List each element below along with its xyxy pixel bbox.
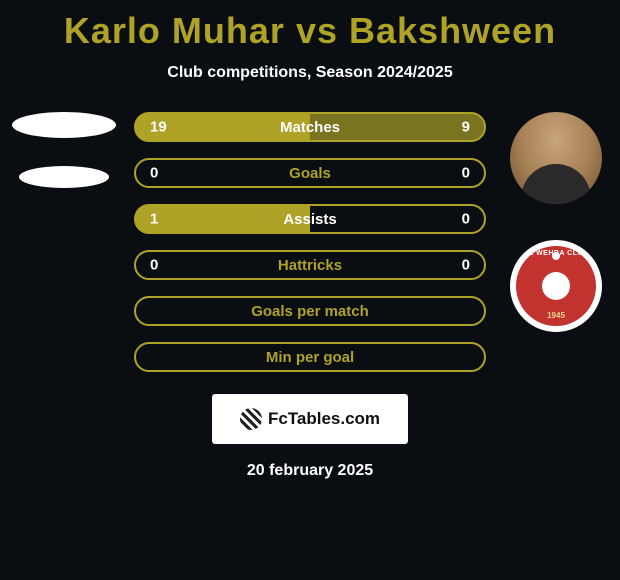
player1-name: Karlo Muhar [64, 10, 285, 51]
stat-matches-right: 9 [462, 119, 470, 136]
player2-avatar [510, 112, 602, 204]
stat-row-matches: 19 Matches 9 [134, 112, 486, 142]
stat-hattricks-right: 0 [462, 257, 470, 274]
stat-matches-label: Matches [280, 119, 340, 136]
player1-column [8, 112, 120, 188]
date-text: 20 february 2025 [0, 462, 620, 480]
club-name: AL WEHDA CLUB [516, 250, 596, 257]
footer-brand-text: FcTables.com [268, 409, 380, 429]
page-title: Karlo Muhar vs Bakshween [0, 0, 620, 52]
stat-min-per-goal-label: Min per goal [266, 349, 354, 366]
comparison-panel: AL WEHDA CLUB 1945 19 Matches 9 0 Goals 0 1 Ass… [0, 112, 620, 372]
player1-avatar-placeholder [12, 112, 116, 138]
stat-hattricks-label: Hattricks [278, 257, 342, 274]
stat-row-hattricks: 0 Hattricks 0 [134, 250, 486, 280]
football-icon [240, 408, 262, 430]
subtitle: Club competitions, Season 2024/2025 [0, 64, 620, 82]
stat-row-assists: 1 Assists 0 [134, 204, 486, 234]
footer-brand-badge: FcTables.com [212, 394, 408, 444]
player2-name: Bakshween [349, 10, 556, 51]
stat-goals-per-match-label: Goals per match [251, 303, 369, 320]
stat-goals-right: 0 [462, 165, 470, 182]
stats-list: 19 Matches 9 0 Goals 0 1 Assists 0 0 Hattricks 0 Goa… [134, 112, 486, 372]
player1-club-placeholder [19, 166, 109, 188]
player2-column: AL WEHDA CLUB 1945 [500, 112, 612, 332]
stat-assists-right: 0 [462, 211, 470, 228]
stat-row-goals: 0 Goals 0 [134, 158, 486, 188]
stat-hattricks-left: 0 [150, 257, 158, 274]
vs-text: vs [296, 10, 338, 51]
stat-goals-left: 0 [150, 165, 158, 182]
stat-row-goals-per-match: Goals per match [134, 296, 486, 326]
stat-assists-left: 1 [150, 211, 158, 228]
stat-matches-left: 19 [150, 119, 167, 136]
stat-goals-label: Goals [289, 165, 331, 182]
stat-assists-label: Assists [283, 211, 336, 228]
club-year: 1945 [516, 311, 596, 320]
stat-row-min-per-goal: Min per goal [134, 342, 486, 372]
player2-club-badge: AL WEHDA CLUB 1945 [510, 240, 602, 332]
